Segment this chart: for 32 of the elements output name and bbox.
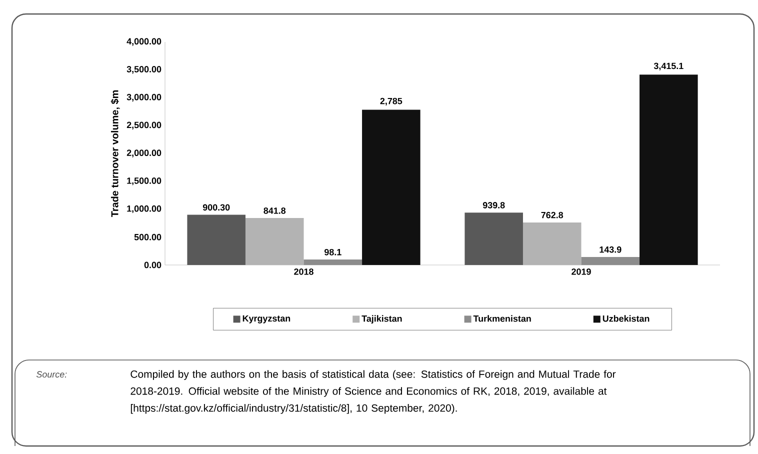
bar [362, 110, 420, 265]
bar [581, 256, 640, 265]
legend-label: Tajikistan [362, 315, 402, 324]
y-tick-label: 3,500.00 [126, 66, 162, 74]
data-label: 2,785 [380, 98, 402, 106]
x-tick-label: 2018 [294, 268, 314, 275]
y-axis-title: Trade turnover volume, $m [110, 90, 120, 218]
data-label: 98.1 [324, 248, 342, 256]
bar [187, 214, 246, 265]
y-tick-label: 2,500.00 [126, 122, 162, 130]
y-tick-label: 2,000.00 [126, 150, 162, 158]
data-label: 762.8 [541, 212, 564, 218]
bar [464, 212, 523, 265]
data-label: 939.8 [482, 202, 505, 208]
bar [304, 260, 362, 265]
data-label: 900.30 [202, 204, 230, 211]
y-tick-label: 4,000.00 [126, 38, 162, 46]
x-tick-label: 2019 [572, 268, 591, 275]
data-label: 143.9 [600, 246, 622, 253]
source-note: Source: [36, 371, 67, 378]
y-tick-label: 0.00 [144, 262, 162, 268]
legend-label: Turkmenistan [473, 315, 531, 322]
y-tick-label: 500.00 [134, 234, 162, 240]
legend-label: Uzbekistan [602, 315, 650, 322]
data-label: 841.8 [264, 208, 286, 214]
y-tick-label: 1,000.00 [127, 205, 162, 214]
bar [640, 74, 698, 265]
y-tick-label: 1,500.00 [127, 178, 162, 186]
legend-label: Kyrgyzstan [242, 315, 290, 324]
text: Compiled by the authors on the basis of statistical data (see: Statistics of Foreign and Mutual Trade for 2018-2019. Official website of the Ministry of Science and Economics of RK, 2018, 2019, available at [https://stat.gov.kz/official/industry/31/statistic/8], 10 September, 2020). [130, 370, 616, 414]
y-tick-label: 3,000.00 [126, 94, 162, 102]
data-label: 3,415.1 [654, 62, 684, 70]
